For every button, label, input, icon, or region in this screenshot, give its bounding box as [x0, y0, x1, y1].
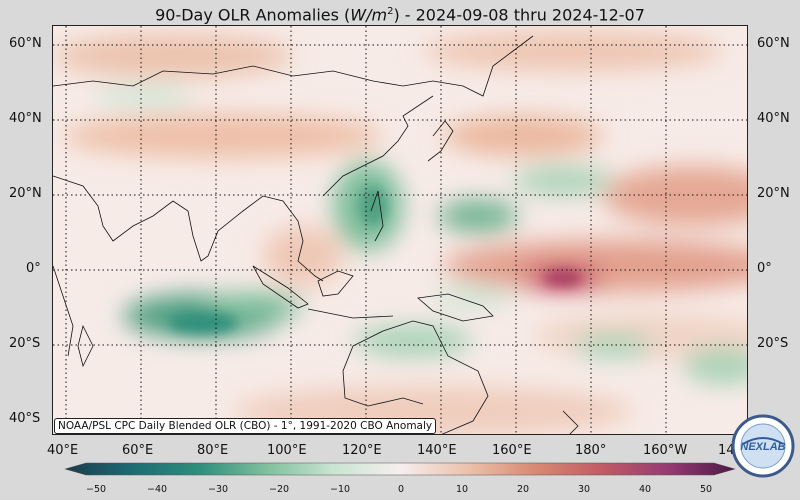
colorbar-tick-label: 20 [516, 484, 530, 495]
lon-label: 100°E [267, 443, 307, 458]
lat-label-left: 40°S [9, 411, 41, 426]
lon-label: 160°W [643, 443, 688, 458]
gridlines [53, 26, 747, 434]
lat-label-left: 40°N [9, 111, 42, 126]
colorbar-gradient [64, 462, 736, 476]
colorbar-tick-label: 40 [638, 484, 652, 495]
colorbar-tick-label: −50 [86, 484, 107, 495]
lat-label-left: 0° [26, 261, 41, 276]
lon-label: 120°E [342, 443, 382, 458]
lon-label: 160°E [492, 443, 532, 458]
lat-label-right: 40°N [757, 111, 790, 126]
lat-label-left: 20°S [9, 336, 41, 351]
data-source-note: NOAA/PSL CPC Daily Blended OLR (CBO) - 1… [54, 418, 437, 434]
nexlab-logo: NEXLAB [731, 414, 795, 478]
lat-label-right: 20°S [757, 336, 789, 351]
colorbar-tick-label: 10 [455, 484, 469, 495]
coastlines [53, 35, 579, 434]
lat-label-right: 20°N [757, 186, 790, 201]
lat-label-right: 60°N [757, 36, 790, 51]
colorbar-tick-label: 0 [397, 484, 405, 495]
lon-label: 80°E [197, 443, 229, 458]
lat-label-left: 20°N [9, 186, 42, 201]
map-canvas [53, 26, 747, 434]
colorbar-tick-label: −10 [330, 484, 351, 495]
lat-label-left: 60°N [9, 36, 42, 51]
lat-label-right: 0° [757, 261, 772, 276]
lon-label: 60°E [122, 443, 154, 458]
colorbar-tick-label: −40 [147, 484, 168, 495]
colorbar [64, 462, 736, 476]
lon-label: 180° [575, 443, 607, 458]
colorbar-tick-label: −30 [208, 484, 229, 495]
colorbar-tick-label: 50 [699, 484, 713, 495]
logo-text: NEXLAB [740, 441, 785, 453]
lon-label: 40°E [47, 443, 79, 458]
map-title: 90-Day OLR Anomalies (W/m2) - 2024-09-08… [155, 5, 645, 25]
colorbar-tick-label: 30 [577, 484, 591, 495]
colorbar-tick-label: −20 [269, 484, 290, 495]
lon-label: 14 [718, 443, 735, 458]
lon-label: 140°E [417, 443, 457, 458]
olr-anomaly-map [52, 25, 748, 435]
